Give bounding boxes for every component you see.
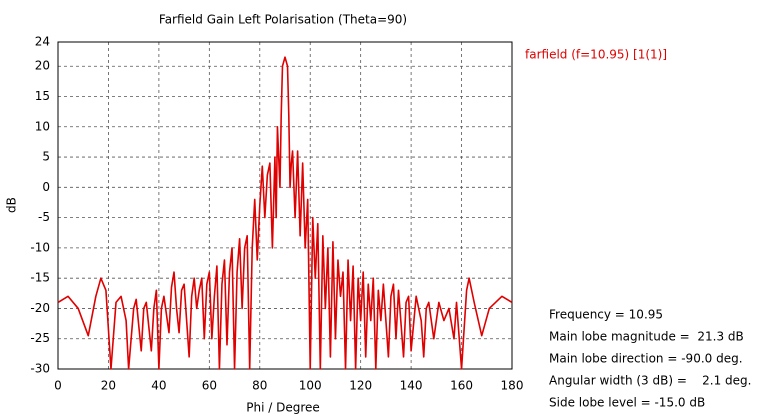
x-tick-label: 0	[54, 379, 62, 393]
chart-title: Farfield Gain Left Polarisation (Theta=9…	[159, 13, 407, 27]
y-tick-label: -5	[38, 210, 50, 224]
annotation: Main lobe direction = -90.0 deg.	[549, 352, 743, 366]
y-tick-label: 10	[35, 119, 50, 133]
plot-frame	[57, 41, 513, 370]
x-tick-label: 160	[450, 379, 473, 393]
x-tick-label: 80	[252, 379, 267, 393]
x-tick-label: 140	[400, 379, 423, 393]
x-tick-label: 40	[151, 379, 166, 393]
y-tick-label: 0	[42, 180, 50, 194]
y-tick-label: -25	[30, 331, 50, 345]
y-tick-label: 15	[35, 89, 50, 103]
annotation: Main lobe magnitude = 21.3 dB	[549, 330, 744, 344]
x-tick-label: 100	[299, 379, 322, 393]
y-tick-label: 20	[35, 59, 50, 73]
y-tick-label: -10	[30, 240, 50, 254]
x-tick-label: 120	[349, 379, 372, 393]
y-tick-label: -15	[30, 271, 50, 285]
y-axis-label: dB	[5, 197, 19, 213]
y-tick-label: 24	[35, 35, 50, 49]
y-tick-label: 5	[42, 150, 50, 164]
x-tick-label: 20	[101, 379, 116, 393]
x-tick-label: 60	[202, 379, 217, 393]
x-tick-label: 180	[501, 379, 524, 393]
annotation: Angular width (3 dB) = 2.1 deg.	[549, 374, 751, 388]
legend-entry: farfield (f=10.95) [1(1)]	[525, 48, 667, 62]
y-tick-label: -30	[30, 362, 50, 376]
annotation: Frequency = 10.95	[549, 308, 663, 322]
data-line	[57, 56, 513, 370]
x-axis-label: Phi / Degree	[246, 401, 320, 415]
annotation: Side lobe level = -15.0 dB	[549, 396, 705, 410]
y-tick-label: -20	[30, 301, 50, 315]
